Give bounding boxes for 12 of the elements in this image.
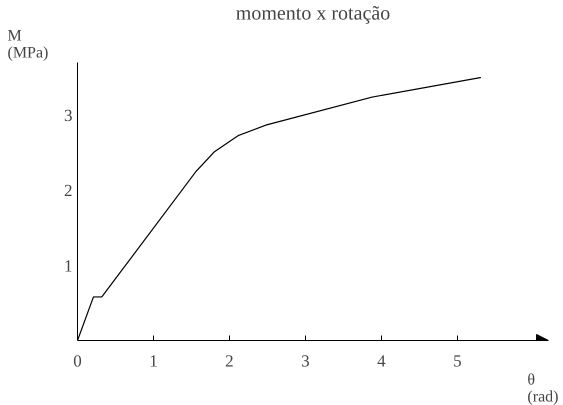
x-tick-label: 5 <box>453 352 462 370</box>
x-tick-label: 4 <box>377 352 386 370</box>
x-tick-label: 2 <box>225 352 234 370</box>
x-tick-label: 3 <box>301 352 310 370</box>
y-tick-label: 1 <box>64 256 72 276</box>
x-axis-title: θ (rad) <box>527 372 559 405</box>
y-axis-title: M (MPa) <box>8 28 48 62</box>
chart-title: momento x rotação <box>236 2 390 24</box>
y-tick-label: 2 <box>64 181 72 200</box>
y-tick-label: 3 <box>64 106 72 126</box>
x-tick-label: 1 <box>149 352 158 370</box>
x-tick-label: 0 <box>73 352 82 370</box>
